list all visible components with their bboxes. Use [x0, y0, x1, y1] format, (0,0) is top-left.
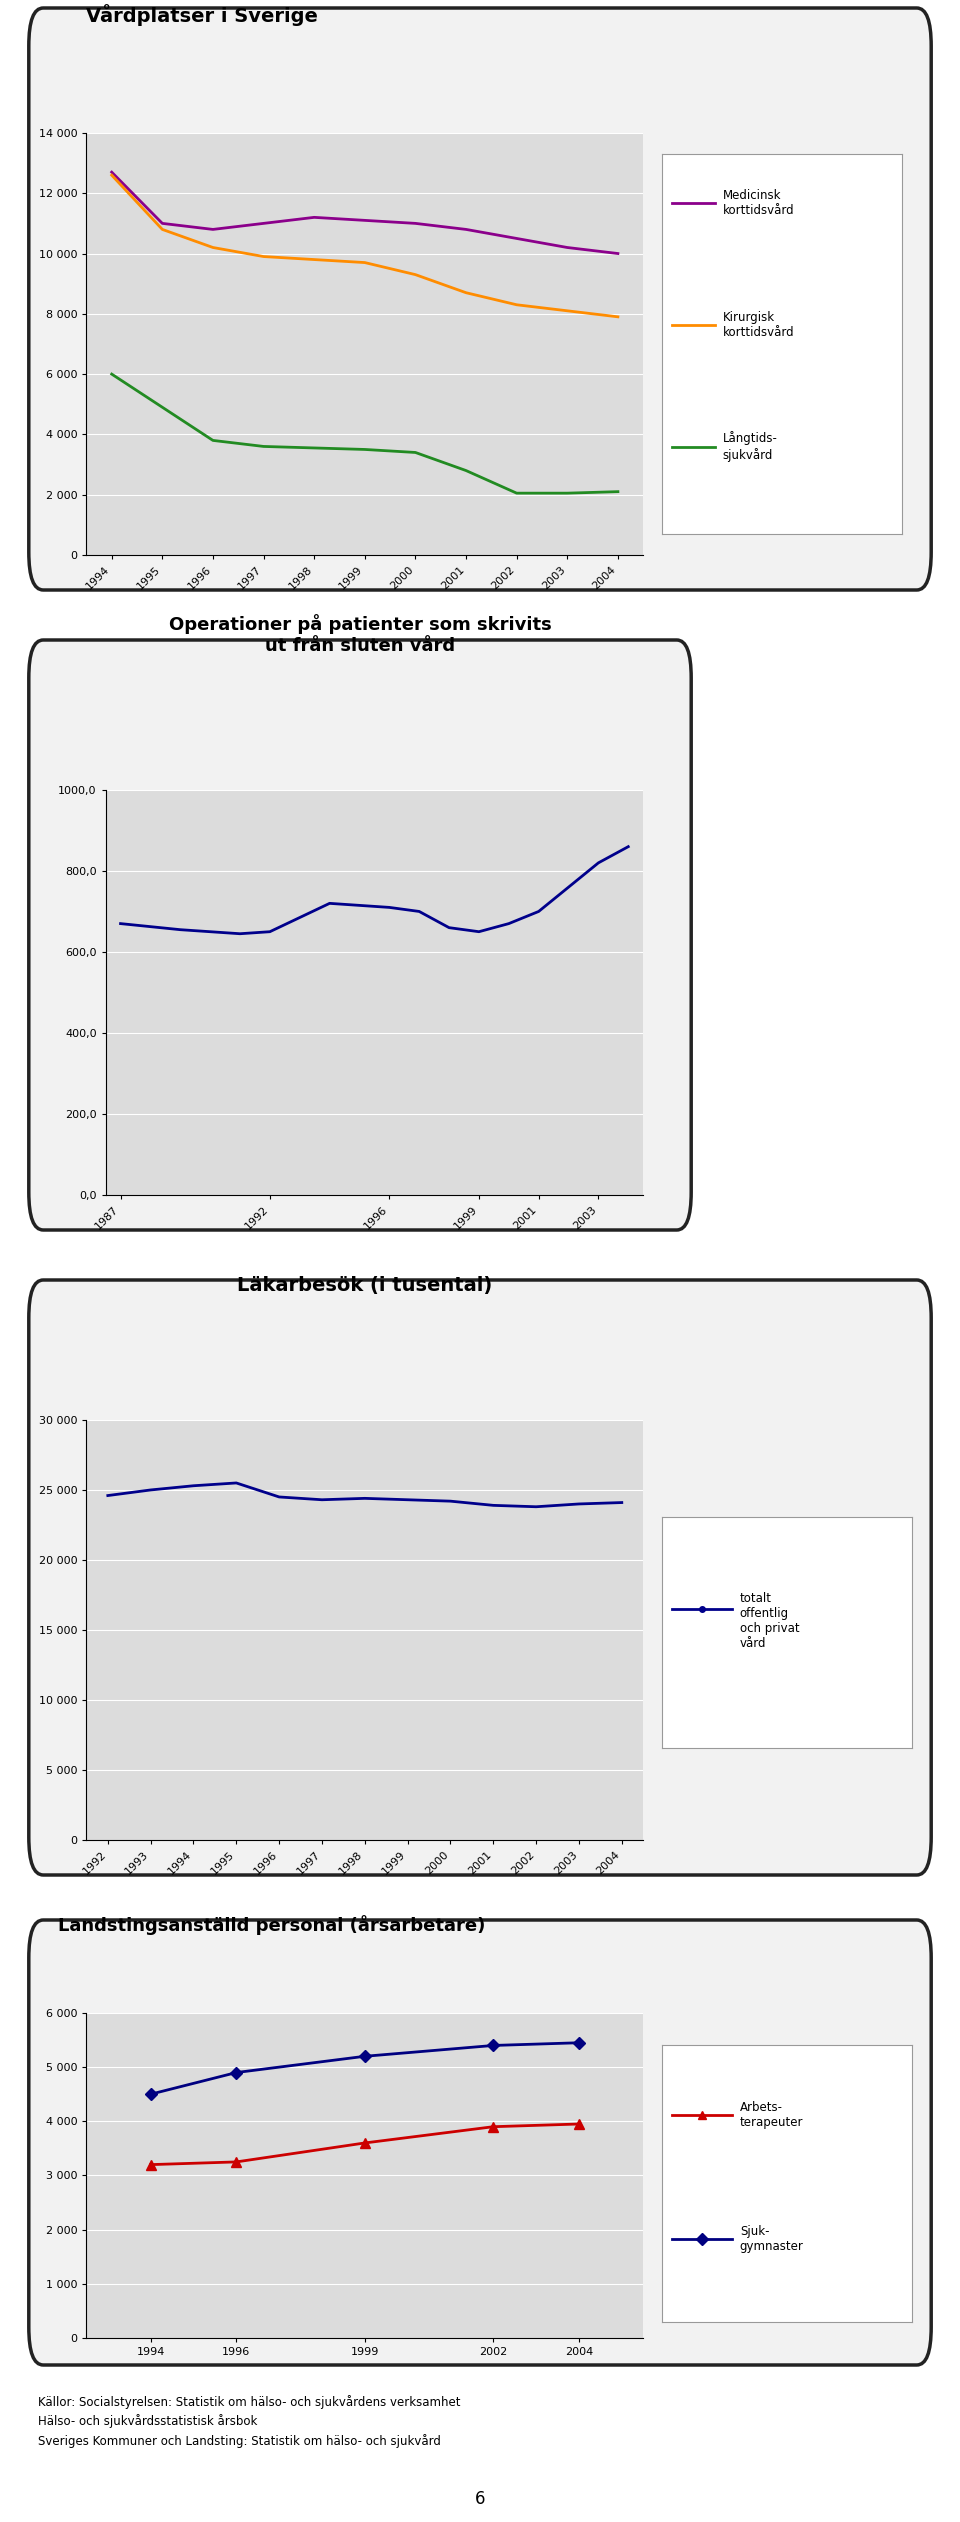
Text: Arbets-
terapeuter: Arbets- terapeuter — [740, 2101, 804, 2129]
Text: Långtids-
sjukvård: Långtids- sjukvård — [722, 431, 778, 462]
Text: Källor: Socialstyrelsen: Statistik om hälso- och sjukvårdens verksamhet
Hälso- o: Källor: Socialstyrelsen: Statistik om hä… — [38, 2396, 461, 2449]
Text: Läkarbesök (i tusental): Läkarbesök (i tusental) — [237, 1276, 492, 1294]
Text: totalt
offentlig
och privat
vård: totalt offentlig och privat vård — [740, 1591, 800, 1649]
Text: Vårdplatser i Sverige: Vårdplatser i Sverige — [86, 5, 319, 25]
Text: Kirurgisk
korttidsvård: Kirurgisk korttidsvård — [722, 310, 794, 338]
Text: Medicinsk
korttidsvård: Medicinsk korttidsvård — [722, 189, 794, 217]
Text: Landstingsanställd personal (årsarbetare): Landstingsanställd personal (årsarbetare… — [58, 1914, 485, 1934]
Text: Sjuk-
gymnaster: Sjuk- gymnaster — [740, 2224, 804, 2252]
Text: 6: 6 — [475, 2489, 485, 2507]
Text: Operationer på patienter som skrivits
ut från sluten vård: Operationer på patienter som skrivits ut… — [169, 615, 551, 656]
